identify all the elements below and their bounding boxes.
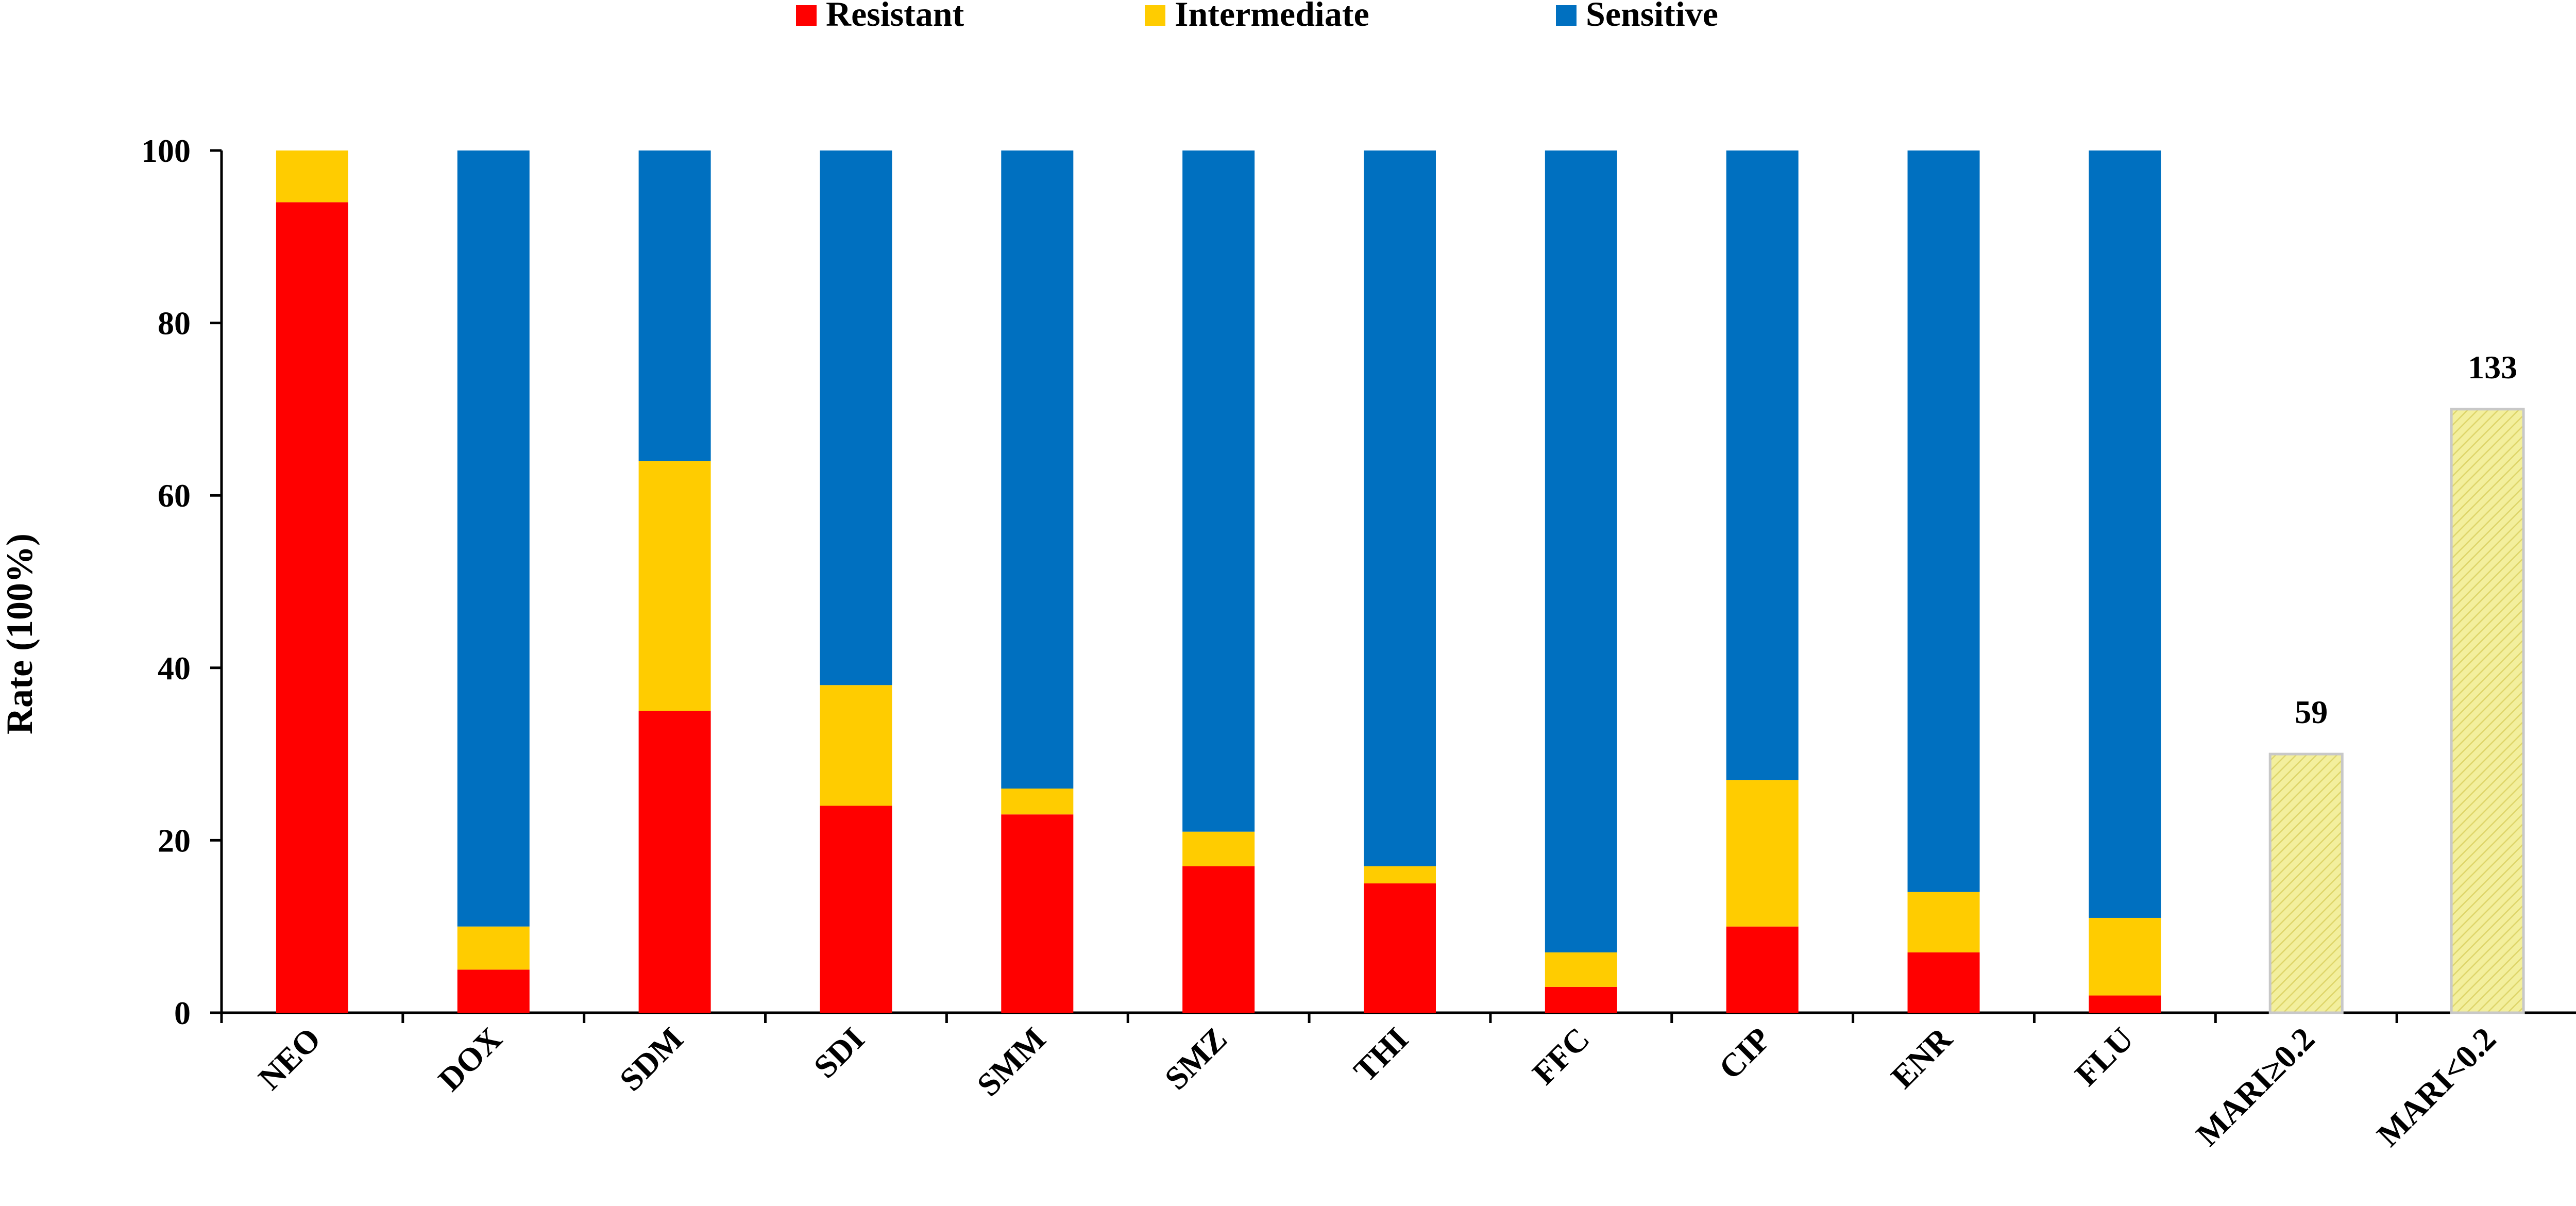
y-tick-label: 40 (158, 650, 191, 686)
x-tick-label: NEO (251, 1020, 328, 1097)
x-tick-label: CIP (1711, 1020, 1777, 1086)
legend-label-intermediate: Intermediate (1175, 0, 1369, 34)
bar-segment-intermediate (1182, 831, 1255, 866)
x-tick-label: SMM (970, 1020, 1053, 1103)
bar-segment-sensitive (638, 150, 711, 461)
bars (276, 150, 2525, 1014)
bar-segment-resistant (1182, 866, 1255, 1013)
y-tick-label: 20 (158, 822, 191, 859)
y-tick-label: 100 (141, 132, 191, 169)
bar-segment-resistant (1364, 883, 1436, 1013)
bar-segment-resistant (457, 969, 530, 1013)
bar-segment-intermediate (276, 150, 348, 203)
bar-segment-resistant (2089, 995, 2161, 1013)
bar-segment-intermediate (457, 926, 530, 970)
data-label: 59 (2295, 694, 2328, 730)
bar-segment-intermediate (1907, 892, 1980, 952)
legend-label-resistant: Resistant (826, 0, 964, 34)
bar-segment-intermediate (1545, 952, 1617, 987)
x-axis: NEO DOX SDM SDI SMM SMZ THI FFC CIP ENR FLU MARI≥0.… (220, 1011, 2576, 1153)
bar-segment-sensitive (1726, 150, 1799, 780)
bar-segment-intermediate (820, 685, 892, 806)
bar-mari (2450, 408, 2525, 1014)
bar-segment-intermediate (1364, 866, 1436, 884)
x-tick-label: MARI≥0.2 (2189, 1020, 2321, 1153)
legend-swatch-resistant (796, 5, 817, 26)
x-tick-label: MARI<0.2 (2370, 1020, 2503, 1153)
bar-segment-intermediate (1001, 789, 1074, 815)
bar-segment-sensitive (457, 150, 530, 927)
legend-swatch-sensitive (1556, 5, 1577, 26)
bar-segment-sensitive (2089, 150, 2161, 918)
legend-label-sensitive: Sensitive (1586, 0, 1718, 34)
y-tick-label: 0 (174, 995, 191, 1031)
bar-segment-resistant (1907, 952, 1980, 1013)
bar-segment-resistant (1545, 986, 1617, 1013)
x-tick-label: SDI (807, 1020, 872, 1085)
y-axis: 0 20 40 60 80 100 (141, 132, 223, 1031)
x-tick-label: SMZ (1158, 1020, 1234, 1097)
x-tick-label: FFC (1526, 1020, 1597, 1092)
y-tick-label: 60 (158, 477, 191, 514)
x-tick-label: ENR (1884, 1020, 1959, 1095)
bar-segment-sensitive (1182, 150, 1255, 832)
bar-segment-intermediate (1726, 780, 1799, 927)
bar-segment-resistant (1001, 814, 1074, 1013)
y-tick-label: 80 (158, 305, 191, 342)
bar-segment-sensitive (1001, 150, 1074, 789)
bar-segment-sensitive (1545, 150, 1617, 952)
legend-swatch-intermediate (1145, 5, 1165, 26)
bar-segment-intermediate (2089, 917, 2161, 996)
bar-segment-resistant (276, 202, 348, 1013)
bar-segment-resistant (820, 806, 892, 1013)
x-tick-label: SDM (613, 1020, 690, 1098)
y-axis-label: Rate (100%) (0, 533, 40, 734)
x-tick-label: DOX (431, 1020, 509, 1098)
data-labels: 59 133 (2295, 349, 2517, 730)
bar-segment-intermediate (638, 461, 711, 711)
bar-segment-sensitive (1364, 150, 1436, 866)
data-label: 133 (2468, 349, 2517, 386)
x-tick-label: THI (1347, 1020, 1415, 1089)
bar-segment-resistant (638, 711, 711, 1013)
bar-segment-resistant (1726, 926, 1799, 1013)
x-tick-label: FLU (2068, 1020, 2141, 1093)
bar-segment-sensitive (1907, 150, 1980, 892)
bar-segment-sensitive (820, 150, 892, 685)
legend: Resistant Intermediate Sensitive (796, 0, 1718, 34)
bar-mari (2268, 752, 2344, 1014)
